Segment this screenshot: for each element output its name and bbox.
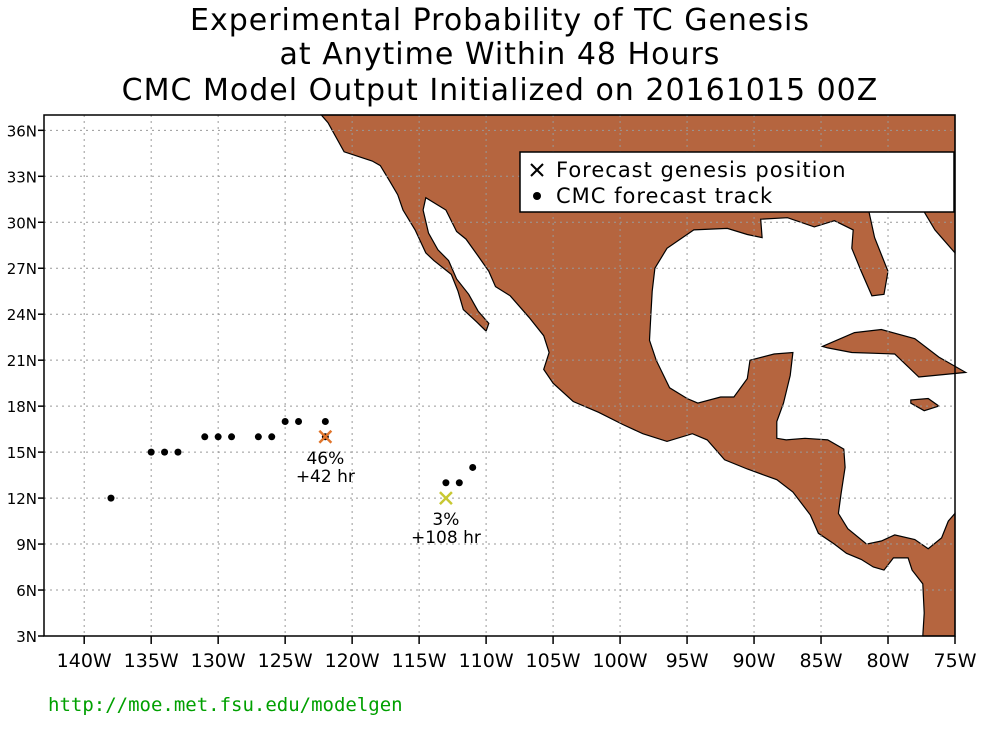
- grid-lines: [44, 115, 956, 637]
- track-point: [174, 448, 182, 456]
- genesis-probability-label: 46%: [306, 449, 344, 469]
- lon-tick-label: 140W: [57, 650, 112, 672]
- track-point: [295, 417, 303, 425]
- lat-tick-label: 18N: [7, 398, 37, 416]
- lat-tick-label: 24N: [7, 306, 37, 324]
- lon-tick-label: 125W: [258, 650, 313, 672]
- land-masses: [319, 114, 968, 637]
- lon-tick-label: 95W: [666, 650, 709, 672]
- genesis-lead-time-label: +108 hr: [411, 528, 481, 548]
- genesis-probability-label: 3%: [432, 510, 459, 530]
- legend-box: [519, 151, 955, 213]
- dot-icon: [533, 192, 541, 200]
- lon-tick-label: 115W: [392, 650, 447, 672]
- track-point: [442, 479, 450, 487]
- genesis-markers: 46%+42 hr 3%+108 hr: [296, 429, 481, 548]
- lon-tick-label: 80W: [867, 650, 910, 672]
- track-point: [107, 494, 115, 502]
- title-line-3: CMC Model Output Initialized on 20161015…: [121, 73, 879, 108]
- lon-tick-label: 110W: [459, 650, 514, 672]
- north-central-america-landmass: [319, 114, 956, 637]
- lon-tick-label: 135W: [124, 650, 179, 672]
- lat-tick-label: 6N: [16, 582, 37, 600]
- genesis-lead-time-label: +42 hr: [296, 467, 355, 487]
- track-point: [147, 448, 155, 456]
- lat-tick-label: 36N: [7, 122, 37, 140]
- track-point: [455, 479, 463, 487]
- track-point: [228, 433, 236, 441]
- axis-ticks: 140W 135W 130W 125W 120W 115W 110W 105W 100W 95W 9…: [7, 122, 977, 672]
- lon-tick-label: 130W: [191, 650, 246, 672]
- track-point: [281, 417, 289, 425]
- track-point: [214, 433, 222, 441]
- genesis-x-marker: [318, 429, 333, 444]
- lat-tick-label: 3N: [16, 628, 37, 646]
- title-line-2: at Anytime Within 48 Hours: [279, 37, 721, 72]
- forecast-track: [107, 417, 477, 502]
- lat-tick-label: 9N: [16, 536, 37, 554]
- map-frame: [43, 114, 956, 637]
- legend-label: Forecast genesis position: [556, 158, 847, 182]
- source-url-link[interactable]: http://moe.met.fsu.edu/modelgen: [48, 694, 403, 716]
- lat-tick-label: 21N: [7, 352, 37, 370]
- track-point: [161, 448, 169, 456]
- track-point: [321, 417, 329, 425]
- lon-tick-label: 85W: [800, 650, 843, 672]
- track-point: [201, 433, 209, 441]
- lon-tick-label: 120W: [325, 650, 380, 672]
- track-point: [254, 433, 262, 441]
- lon-tick-label: 75W: [934, 650, 977, 672]
- lon-tick-label: 100W: [593, 650, 648, 672]
- lon-tick-label: 90W: [733, 650, 776, 672]
- lon-tick-label: 105W: [526, 650, 581, 672]
- lat-tick-label: 12N: [7, 490, 37, 508]
- lat-tick-label: 30N: [7, 214, 37, 232]
- lat-tick-label: 33N: [7, 168, 37, 186]
- cuba-island: [820, 328, 968, 378]
- jamaica-island: [910, 397, 941, 412]
- x-icon: [530, 163, 544, 177]
- genesis-x-marker: [439, 491, 453, 505]
- lat-tick-label: 15N: [7, 444, 37, 462]
- legend-label: CMC forecast track: [556, 184, 773, 208]
- track-point: [268, 433, 276, 441]
- lat-tick-label: 27N: [7, 260, 37, 278]
- title-line-1: Experimental Probability of TC Genesis: [190, 3, 810, 38]
- track-point: [469, 463, 477, 471]
